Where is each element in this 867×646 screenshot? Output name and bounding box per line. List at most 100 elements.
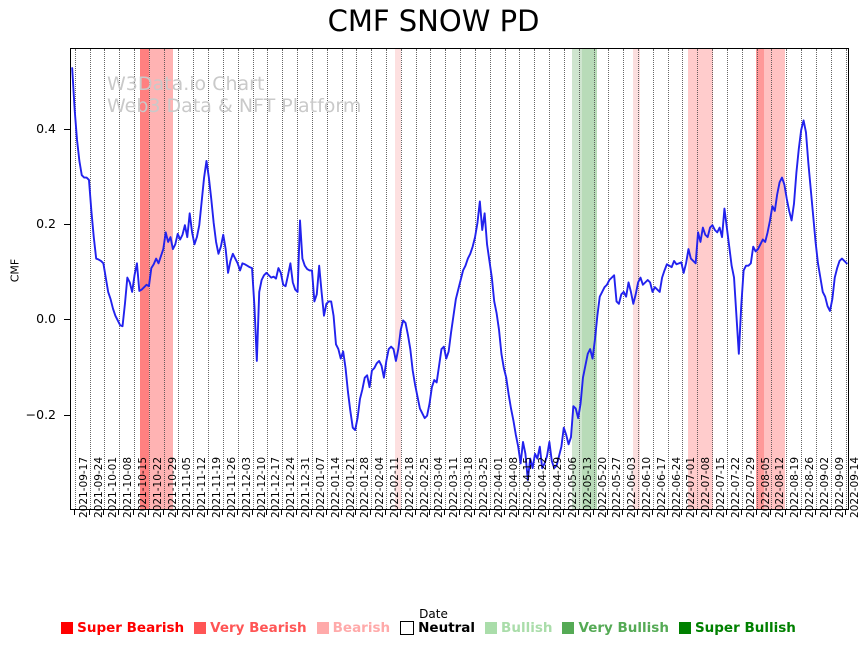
grid-line xyxy=(193,49,194,509)
legend-item[interactable]: Bearish xyxy=(316,620,391,636)
x-axis-tick-label: 2022-04-22 xyxy=(537,456,549,518)
x-axis-tick-label: 2021-10-29 xyxy=(167,456,179,518)
legend-swatch-icon xyxy=(678,622,691,634)
shaded-region xyxy=(571,49,583,509)
x-axis-tick xyxy=(429,510,430,515)
shaded-region xyxy=(755,49,765,509)
x-axis-tick xyxy=(622,510,623,515)
x-axis-tick-label: 2022-02-25 xyxy=(419,456,431,518)
x-axis-tick xyxy=(103,510,104,515)
shaded-regions xyxy=(71,49,848,509)
x-axis-tick xyxy=(326,510,327,515)
x-axis-tick xyxy=(163,510,164,515)
x-axis-tick xyxy=(385,510,386,515)
grid-line xyxy=(490,49,491,509)
grid-line xyxy=(445,49,446,509)
grid-line xyxy=(416,49,417,509)
grid-line xyxy=(801,49,802,509)
grid-line xyxy=(475,49,476,509)
legend-item[interactable]: Very Bullish xyxy=(562,620,669,636)
x-axis-tick xyxy=(459,510,460,515)
legend-label: Super Bearish xyxy=(77,620,185,636)
x-axis-tick xyxy=(652,510,653,515)
legend-item[interactable]: Neutral xyxy=(400,620,475,636)
x-axis-tick-label: 2021-09-17 xyxy=(78,456,90,518)
grid-line xyxy=(223,49,224,509)
x-axis-tick-label: 2022-04-01 xyxy=(493,456,505,518)
x-axis-tick xyxy=(845,510,846,515)
x-axis-tick-label: 2022-06-24 xyxy=(671,456,683,518)
grid-line xyxy=(178,49,179,509)
x-axis-tick xyxy=(133,510,134,515)
x-axis-tick-label: 2021-09-24 xyxy=(93,456,105,518)
grid-line xyxy=(653,49,654,509)
x-axis-tick xyxy=(148,510,149,515)
legend-label: Bullish xyxy=(501,620,553,636)
x-axis-tick xyxy=(207,510,208,515)
shaded-region xyxy=(395,49,402,509)
x-axis-tick xyxy=(711,510,712,515)
x-axis-tick-label: 2021-12-17 xyxy=(270,456,282,518)
x-axis-tick-label: 2022-02-04 xyxy=(374,456,386,518)
x-axis-tick-label: 2021-11-19 xyxy=(211,456,223,518)
legend-label: Very Bearish xyxy=(210,620,307,636)
grid-line xyxy=(712,49,713,509)
x-axis-tick xyxy=(533,510,534,515)
x-axis-tick-label: 2022-07-08 xyxy=(700,456,712,518)
grid-line xyxy=(90,49,91,509)
grid-line xyxy=(831,49,832,509)
legend-item[interactable]: Bullish xyxy=(485,620,552,636)
grid-line xyxy=(208,49,209,509)
y-axis-tick-label: −0.2 xyxy=(25,406,56,422)
x-axis-tick xyxy=(474,510,475,515)
x-axis-tick-label: 2022-08-19 xyxy=(789,456,801,518)
grid-line xyxy=(401,49,402,509)
legend-label: Very Bullish xyxy=(578,620,669,636)
x-axis-tick-label: 2022-09-09 xyxy=(834,456,846,518)
x-axis-tick-label: 2021-11-05 xyxy=(181,456,193,518)
legend-swatch-icon xyxy=(562,622,575,634)
legend-label: Bearish xyxy=(332,620,391,636)
x-axis-tick-label: 2022-06-17 xyxy=(656,456,668,518)
grid-line xyxy=(534,49,535,509)
x-axis-tick-label: 2022-01-28 xyxy=(359,456,371,518)
cmf-line-svg xyxy=(71,67,848,481)
x-axis-tick-label: 2021-12-24 xyxy=(285,456,297,518)
x-axis-tick-label: 2022-04-29 xyxy=(552,456,564,518)
x-axis-tick-label: 2022-08-26 xyxy=(804,456,816,518)
grid-line xyxy=(757,49,758,509)
x-axis-tick-label: 2022-09-14 xyxy=(849,456,861,518)
x-axis-tick-label: 2022-01-07 xyxy=(315,456,327,518)
x-axis-tick-label: 2022-07-15 xyxy=(715,456,727,518)
legend-item[interactable]: Super Bullish xyxy=(678,620,796,636)
shaded-region xyxy=(582,49,597,509)
x-axis-tick xyxy=(222,510,223,515)
x-axis-tick-label: 2022-01-14 xyxy=(330,456,342,518)
legend-item[interactable]: Super Bearish xyxy=(61,620,184,636)
legend-swatch-icon xyxy=(316,622,329,634)
grid-line xyxy=(371,49,372,509)
x-axis-tick xyxy=(815,510,816,515)
grid-line xyxy=(238,49,239,509)
grid-line xyxy=(430,49,431,509)
x-axis-tick xyxy=(400,510,401,515)
grid-line xyxy=(164,49,165,509)
y-axis-tick xyxy=(64,319,70,321)
legend-item[interactable]: Very Bearish xyxy=(194,620,307,636)
x-axis-tick-label: 2022-06-10 xyxy=(641,456,653,518)
grid-line xyxy=(846,49,847,509)
grid-line xyxy=(608,49,609,509)
x-axis-tick-label: 2021-11-26 xyxy=(226,456,238,518)
x-axis-tick xyxy=(370,510,371,515)
x-axis-tick-label: 2022-03-18 xyxy=(463,456,475,518)
x-axis-tick xyxy=(252,510,253,515)
x-axis-tick xyxy=(74,510,75,515)
chart-title: CMF SNOW PD xyxy=(327,4,540,38)
x-axis-tick-label: 2021-11-12 xyxy=(196,456,208,518)
grid-line xyxy=(682,49,683,509)
x-axis-tick xyxy=(177,510,178,515)
x-axis-tick-label: 2022-07-22 xyxy=(730,456,742,518)
x-axis-tick-label: 2022-05-06 xyxy=(567,456,579,518)
x-axis-tick xyxy=(118,510,119,515)
